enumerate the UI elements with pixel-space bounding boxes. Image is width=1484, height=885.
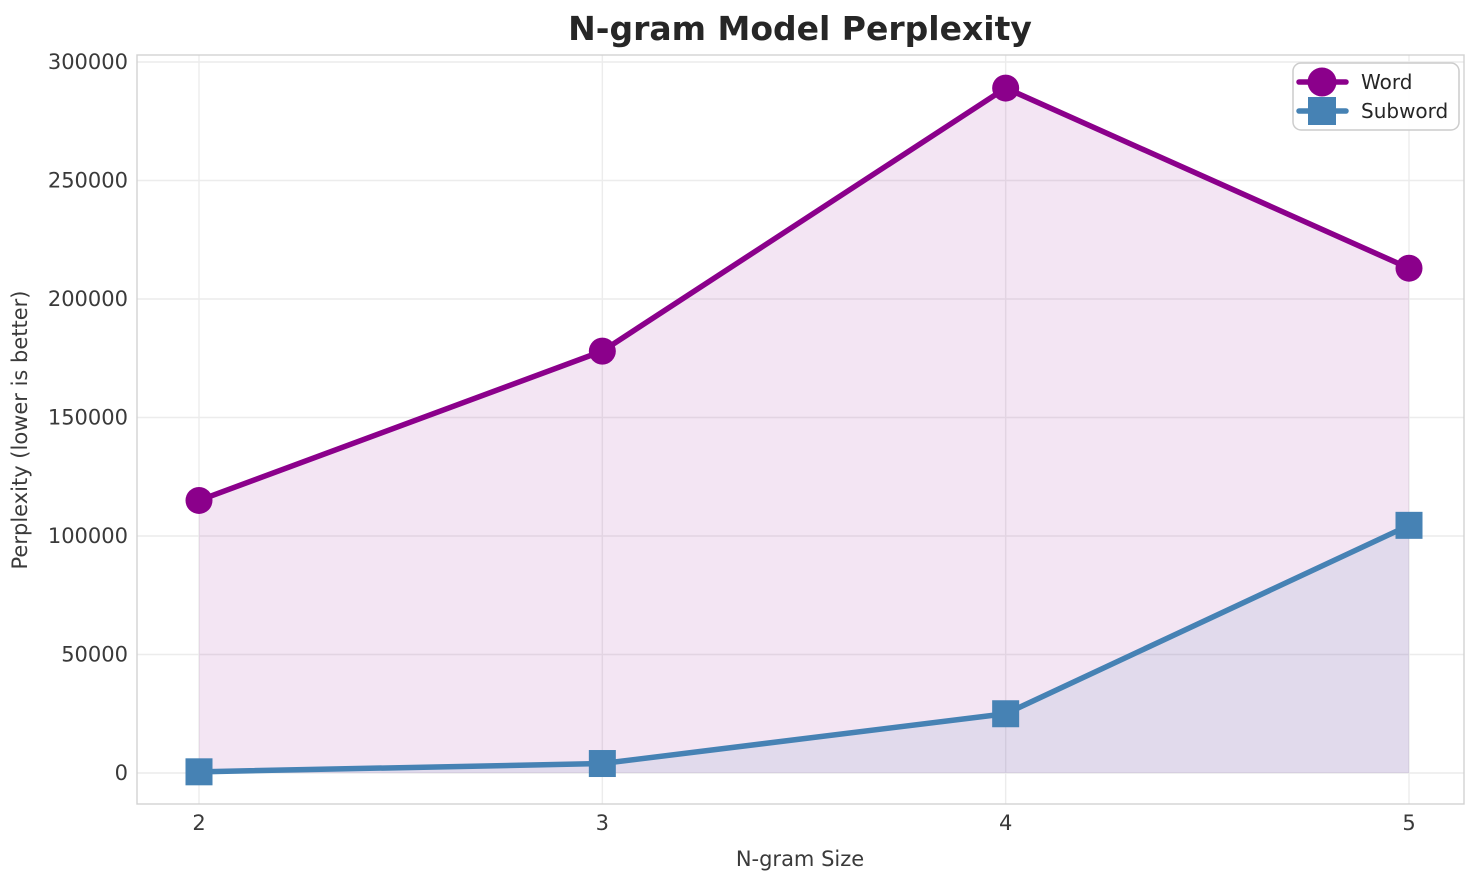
y-tick-label: 150000 (48, 406, 128, 430)
data-series (185, 74, 1423, 786)
legend: Word Subword (1292, 62, 1460, 131)
legend-circle-marker-icon (1307, 67, 1337, 97)
legend-label: Word (1361, 70, 1412, 94)
subword-line (196, 522, 1412, 775)
subword-marker (1395, 511, 1423, 539)
y-tick-label: 100000 (48, 524, 128, 548)
x-tick-label: 2 (192, 811, 205, 835)
x-tick-label: 5 (1402, 811, 1415, 835)
word-line (196, 85, 1412, 504)
word-area-fill (199, 88, 1409, 773)
subword-marker (992, 700, 1020, 728)
y-axis-label: Perplexity (lower is better) (8, 291, 32, 570)
gridlines (137, 55, 1464, 804)
x-tick-label: 3 (596, 811, 609, 835)
word-marker (1395, 254, 1423, 282)
tick-labels: 0 50000 100000 150000 200000 250000 300000 2 3 4 5 (48, 50, 1416, 835)
chart-title: N-gram Model Perplexity (568, 9, 1032, 48)
legend-square-marker-icon (1308, 97, 1336, 125)
word-marker (185, 486, 213, 514)
subword-area-fill (199, 525, 1409, 773)
y-tick-label: 0 (115, 761, 128, 785)
y-tick-label: 200000 (48, 287, 128, 311)
subword-marker (588, 750, 616, 778)
y-tick-label: 300000 (48, 50, 128, 74)
word-marker (588, 337, 616, 365)
x-tick-label: 4 (999, 811, 1012, 835)
word-marker (992, 74, 1020, 102)
area-fills (199, 88, 1409, 773)
plot-border (136, 54, 1465, 805)
subword-marker (185, 758, 213, 786)
y-tick-label: 250000 (48, 169, 128, 193)
y-tick-label: 50000 (61, 643, 128, 667)
legend-label: Subword (1361, 99, 1448, 123)
x-axis-label: N-gram Size (736, 847, 864, 871)
